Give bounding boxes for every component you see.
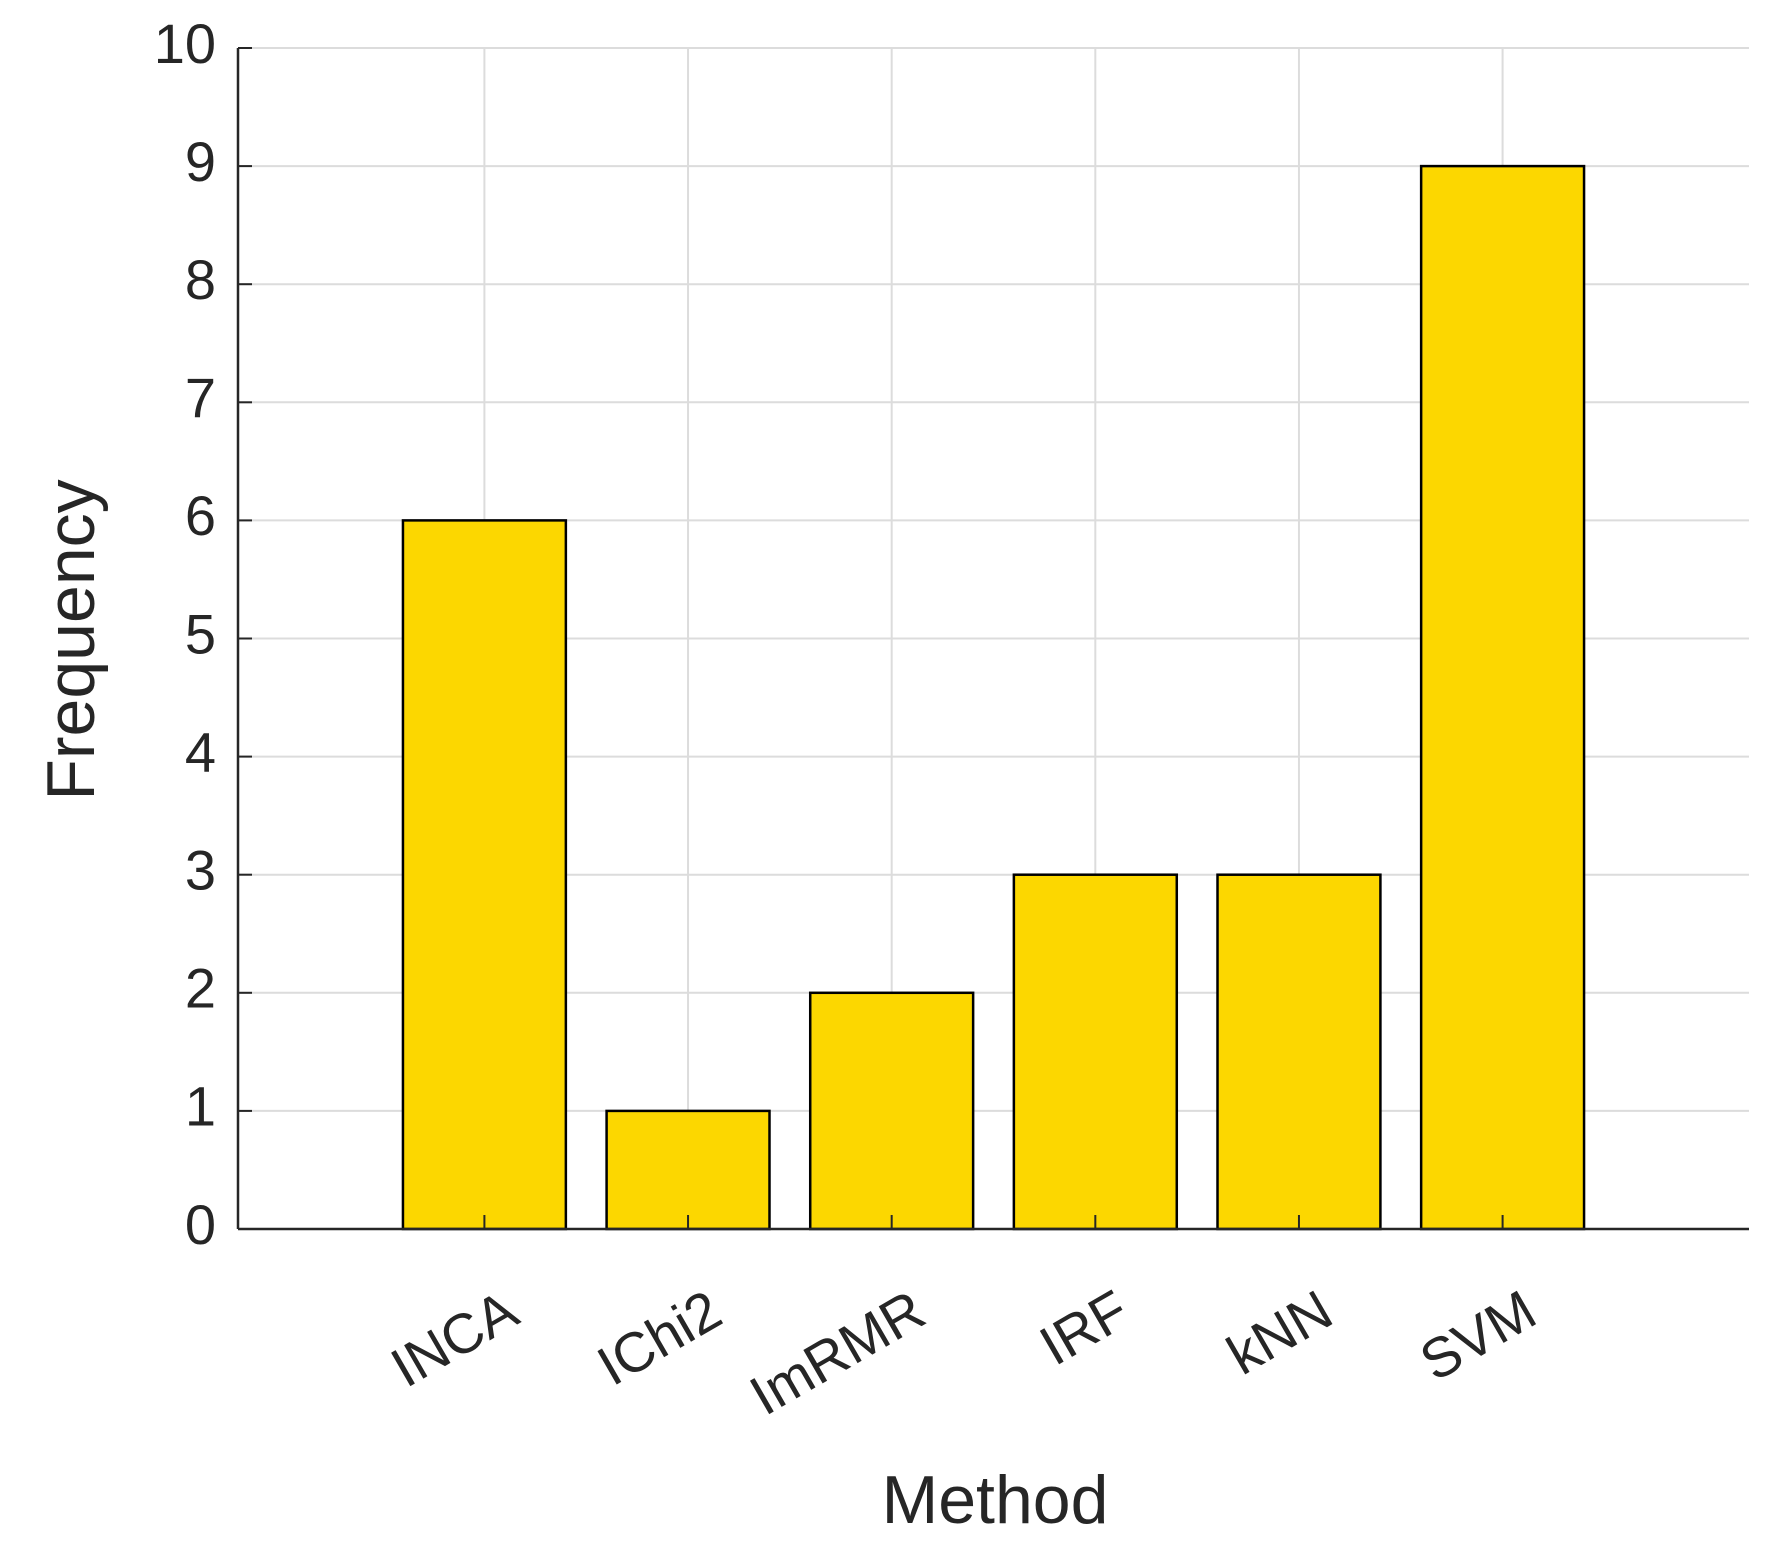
x-tick-label: kNN	[1217, 1278, 1343, 1387]
bar	[401, 519, 568, 1231]
bar	[605, 1109, 771, 1231]
x-axis-label: Method	[882, 1462, 1109, 1538]
y-tick-label: 1	[185, 1075, 216, 1138]
x-tick-label: SVM	[1409, 1278, 1546, 1393]
y-tick-label: 8	[185, 248, 216, 311]
y-tick-label: 10	[154, 12, 216, 75]
x-tick-label: INCA	[380, 1277, 528, 1399]
bar	[1012, 873, 1179, 1231]
y-tick-label: 4	[185, 720, 216, 783]
y-tick-label: 7	[185, 366, 216, 429]
y-tick-label: 2	[185, 957, 216, 1020]
x-tick-label: IRF	[1029, 1278, 1139, 1378]
y-tick-label: 5	[185, 602, 216, 665]
bar	[808, 991, 975, 1231]
y-tick-label: 9	[185, 130, 216, 193]
y-axis-label: Frequency	[33, 479, 109, 800]
bar	[1419, 164, 1586, 1231]
y-tick-label: 0	[185, 1193, 216, 1256]
x-tick-label: IChi2	[587, 1278, 732, 1398]
x-tick-label: ImRMR	[739, 1278, 935, 1427]
y-tick-label: 3	[185, 838, 216, 901]
bar	[1216, 873, 1382, 1231]
y-tick-label: 6	[185, 484, 216, 547]
